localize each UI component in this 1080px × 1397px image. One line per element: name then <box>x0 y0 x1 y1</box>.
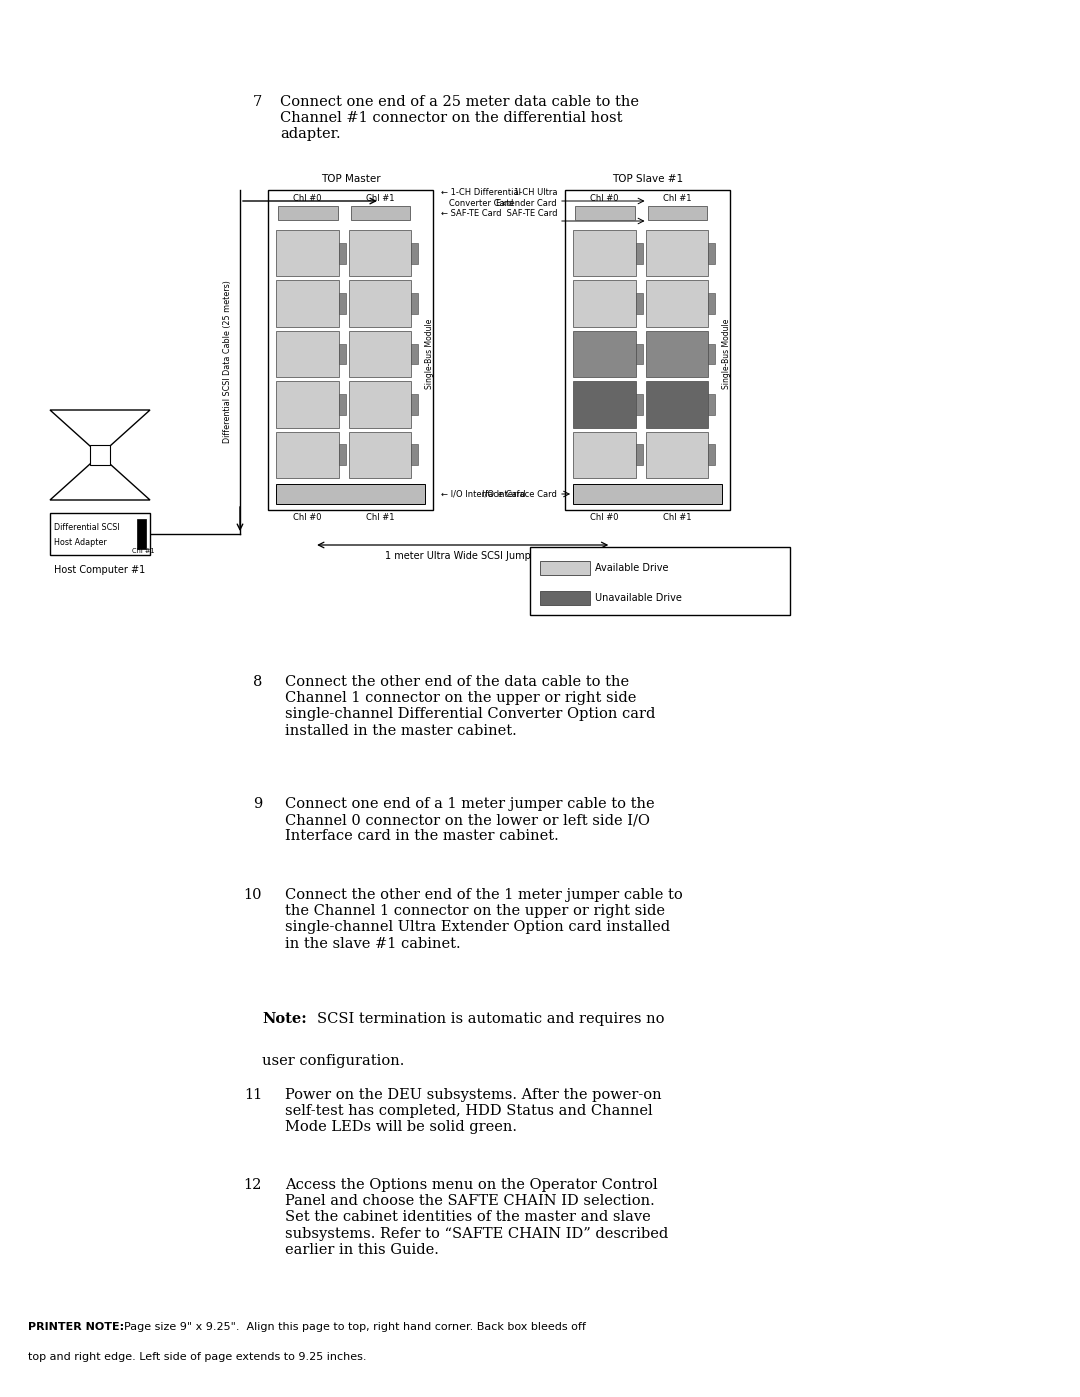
Bar <box>339 444 346 465</box>
Bar <box>646 381 708 427</box>
Text: 9: 9 <box>253 798 262 812</box>
Bar <box>90 446 110 465</box>
Polygon shape <box>50 409 150 500</box>
Text: Page size 9" x 9.25".  Align this page to top, right hand corner. Back box bleed: Page size 9" x 9.25". Align this page to… <box>124 1322 585 1331</box>
Text: TOP Slave #1: TOP Slave #1 <box>612 175 683 184</box>
Bar <box>635 243 643 264</box>
Bar <box>540 562 590 576</box>
Bar <box>648 205 707 219</box>
Text: Power on the DEU subsystems. After the power-on
self-test has completed, HDD Sta: Power on the DEU subsystems. After the p… <box>285 1088 662 1134</box>
Bar <box>278 205 338 219</box>
Text: Single-Bus Module: Single-Bus Module <box>424 319 433 390</box>
Text: Chl #1: Chl #1 <box>366 513 394 522</box>
Bar <box>339 344 346 365</box>
Text: ← 1-CH Differential
   Converter Card
← SAF-TE Card: ← 1-CH Differential Converter Card ← SAF… <box>441 189 521 218</box>
Bar <box>573 331 635 377</box>
Bar <box>276 331 339 377</box>
Bar <box>349 281 411 327</box>
Bar <box>646 331 708 377</box>
Bar <box>708 444 715 465</box>
Text: ← I/O Interface Card: ← I/O Interface Card <box>441 489 526 499</box>
Bar <box>530 548 789 615</box>
Bar <box>646 281 708 327</box>
Bar <box>708 243 715 264</box>
Bar <box>339 293 346 314</box>
Text: Available Drive: Available Drive <box>595 563 669 573</box>
Text: Differential SCSI: Differential SCSI <box>54 524 120 532</box>
Text: Host Adapter: Host Adapter <box>54 538 107 546</box>
Bar <box>339 243 346 264</box>
Text: Single-Bus Module: Single-Bus Module <box>721 319 730 390</box>
Text: Chl #1: Chl #1 <box>366 194 394 203</box>
Bar <box>540 591 590 605</box>
Text: 10: 10 <box>243 888 262 902</box>
Bar <box>411 444 418 465</box>
Text: Chl #1: Chl #1 <box>663 513 691 522</box>
Bar <box>635 444 643 465</box>
Bar <box>276 381 339 427</box>
Bar <box>573 483 723 504</box>
Text: Unavailable Drive: Unavailable Drive <box>595 592 681 604</box>
Text: 12: 12 <box>244 1178 262 1192</box>
Text: Note:: Note: <box>262 1011 307 1025</box>
Bar <box>276 231 339 277</box>
Text: Connect the other end of the 1 meter jumper cable to
the Channel 1 connector on : Connect the other end of the 1 meter jum… <box>285 888 683 950</box>
Bar <box>573 432 635 478</box>
Bar <box>411 293 418 314</box>
Text: TOP Master: TOP Master <box>321 175 380 184</box>
Text: Host Computer #1: Host Computer #1 <box>54 564 146 576</box>
Bar <box>339 394 346 415</box>
Bar <box>646 432 708 478</box>
Bar <box>708 293 715 314</box>
Bar <box>573 381 635 427</box>
Text: 11: 11 <box>244 1088 262 1102</box>
Bar <box>573 281 635 327</box>
Bar <box>276 432 339 478</box>
Bar <box>268 190 433 510</box>
Bar <box>276 483 426 504</box>
Bar <box>349 432 411 478</box>
Bar <box>411 394 418 415</box>
Bar <box>349 331 411 377</box>
Bar <box>708 394 715 415</box>
Text: 8: 8 <box>253 675 262 689</box>
Text: Connect one end of a 1 meter jumper cable to the
Channel 0 connector on the lowe: Connect one end of a 1 meter jumper cabl… <box>285 798 654 844</box>
Text: Chl #0: Chl #0 <box>293 194 322 203</box>
Text: Chl #1: Chl #1 <box>132 548 154 555</box>
Bar <box>646 231 708 277</box>
Bar <box>635 293 643 314</box>
Bar <box>575 205 635 219</box>
Text: Connect the other end of the data cable to the
Channel 1 connector on the upper : Connect the other end of the data cable … <box>285 675 656 738</box>
Text: 1-CH Ultra
Extender Card
 SAF-TE Card: 1-CH Ultra Extender Card SAF-TE Card <box>497 189 557 218</box>
Text: Differential SCSI Data Cable (25 meters): Differential SCSI Data Cable (25 meters) <box>224 281 232 443</box>
Text: 1 meter Ultra Wide SCSI Jumper: 1 meter Ultra Wide SCSI Jumper <box>384 550 541 562</box>
Bar <box>351 205 410 219</box>
Text: top and right edge. Left side of page extends to 9.25 inches.: top and right edge. Left side of page ex… <box>28 1352 366 1362</box>
Bar <box>635 394 643 415</box>
Bar <box>411 243 418 264</box>
Bar <box>50 513 150 555</box>
Bar <box>349 381 411 427</box>
Bar <box>349 231 411 277</box>
Text: Chl #0: Chl #0 <box>590 513 619 522</box>
Bar <box>635 344 643 365</box>
Bar <box>276 281 339 327</box>
Text: Chl #0: Chl #0 <box>590 194 619 203</box>
Text: Chl #1: Chl #1 <box>663 194 691 203</box>
Text: Connect one end of a 25 meter data cable to the
Channel #1 connector on the diff: Connect one end of a 25 meter data cable… <box>280 95 639 141</box>
Bar <box>565 190 730 510</box>
Text: Chl #0: Chl #0 <box>293 513 322 522</box>
Text: 7: 7 <box>253 95 262 109</box>
Bar <box>573 231 635 277</box>
Text: Access the Options menu on the Operator Control
Panel and choose the SAFTE CHAIN: Access the Options menu on the Operator … <box>285 1178 669 1257</box>
Text: PRINTER NOTE:: PRINTER NOTE: <box>28 1322 124 1331</box>
Text: I/O Interface Card: I/O Interface Card <box>482 489 557 499</box>
Bar <box>708 344 715 365</box>
Text: user configuration.: user configuration. <box>262 1053 404 1067</box>
Text: SCSI termination is automatic and requires no: SCSI termination is automatic and requir… <box>318 1011 664 1025</box>
Bar <box>137 520 146 549</box>
Bar <box>411 344 418 365</box>
